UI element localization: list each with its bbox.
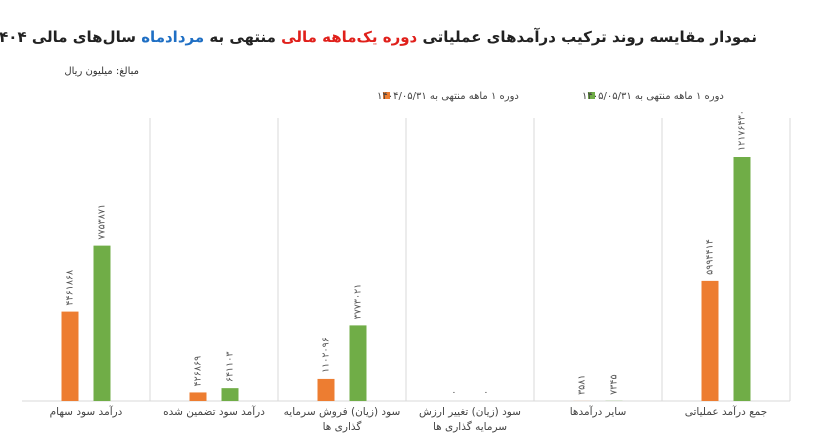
bar	[701, 280, 719, 401]
bar	[61, 311, 79, 401]
x-tick-label: جمع درآمد عملیاتی	[684, 406, 768, 418]
value-label: ۳۷۷۳۰۲۱	[353, 284, 364, 320]
value-label: ۷۳۴۵	[609, 374, 620, 394]
x-tick-label-box: درآمد سود تضمین شده	[163, 406, 265, 418]
chart-title: نمودار مقایسه روند ترکیب درآمدهای عملیات…	[0, 28, 757, 46]
x-tick-label: درآمد سود تضمین شده	[163, 406, 265, 418]
value-label: ۵۹۹۴۴۱۴	[705, 239, 716, 275]
x-tick-label: درآمد سود سهام	[49, 406, 123, 418]
title-part: منتهی به	[204, 28, 282, 46]
value-label: ۰	[481, 390, 492, 395]
value-label: ۷۷۵۳۸۷۱	[97, 204, 108, 240]
x-tick-label-box: سایر درآمدها	[569, 406, 627, 418]
x-tick-label-box: جمع درآمد عملیاتی	[684, 406, 768, 418]
bar	[189, 392, 207, 401]
bar	[733, 157, 751, 401]
x-tick-label: سایر درآمدها	[569, 406, 627, 418]
legend-label: دوره ۱ ماهه منتهی به ۱۴۰۴/۰۵/۳۱	[377, 91, 519, 102]
legend-label: دوره ۱ ماهه منتهی به ۱۴۰۵/۰۵/۳۱	[582, 91, 724, 102]
legend-swatch	[588, 92, 595, 99]
title-part: نمودار مقایسه روند ترکیب درآمدهای عملیات…	[417, 28, 757, 46]
value-label: ۱۲۱۷۶۴۳۰	[737, 110, 748, 151]
x-tick-label-box: درآمد سود سهام	[49, 406, 123, 418]
value-label: ۱۱۰۲۰۹۶	[321, 337, 332, 373]
bar	[93, 245, 111, 401]
bar	[317, 378, 335, 401]
title-part: سال‌های مالی ۱۴۰۴ و ۱۴۰۵	[0, 28, 136, 46]
value-label: ۳۵۸۱	[577, 375, 588, 395]
unit-label: مبالغ: میلیون ریال	[64, 66, 139, 77]
title-part: دوره یک‌ماهه مالی	[281, 28, 418, 46]
x-tick-label: سود (زیان) فروش سرمایه گذاری ها	[283, 406, 401, 433]
x-tick-label: سود (زیان) تغییر ارزش سرمایه گذاری ها	[418, 406, 521, 433]
x-tick-label-box: سود (زیان) فروش سرمایه گذاری ها	[283, 406, 401, 433]
value-label: ۶۴۱۱۰۳	[225, 352, 236, 383]
value-label: ۰	[449, 390, 460, 395]
bar	[221, 388, 239, 401]
value-label: ۴۴۶۱۸۶۸	[65, 270, 76, 306]
x-tick-label-box: سود (زیان) تغییر ارزش سرمایه گذاری ها	[418, 406, 521, 433]
bar	[349, 325, 367, 401]
value-label: ۴۲۶۸۶۹	[193, 356, 204, 387]
legend-swatch	[383, 92, 390, 99]
title-part: مردادماه	[141, 28, 205, 46]
